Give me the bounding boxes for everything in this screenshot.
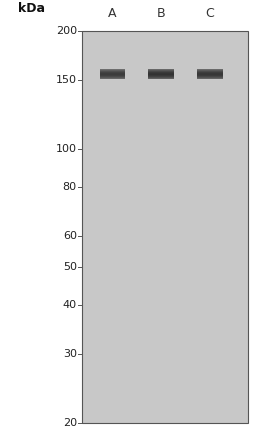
Text: 60: 60 [63,231,77,241]
Text: kDa: kDa [18,3,45,15]
FancyBboxPatch shape [82,31,248,423]
Text: 150: 150 [56,75,77,85]
Text: 80: 80 [63,182,77,192]
Text: A: A [108,7,117,20]
Text: 50: 50 [63,262,77,272]
Text: 30: 30 [63,349,77,359]
Text: 20: 20 [63,419,77,428]
Text: 200: 200 [56,26,77,36]
Text: C: C [206,7,214,20]
Text: 40: 40 [63,300,77,310]
Text: B: B [157,7,166,20]
Text: 100: 100 [56,144,77,154]
